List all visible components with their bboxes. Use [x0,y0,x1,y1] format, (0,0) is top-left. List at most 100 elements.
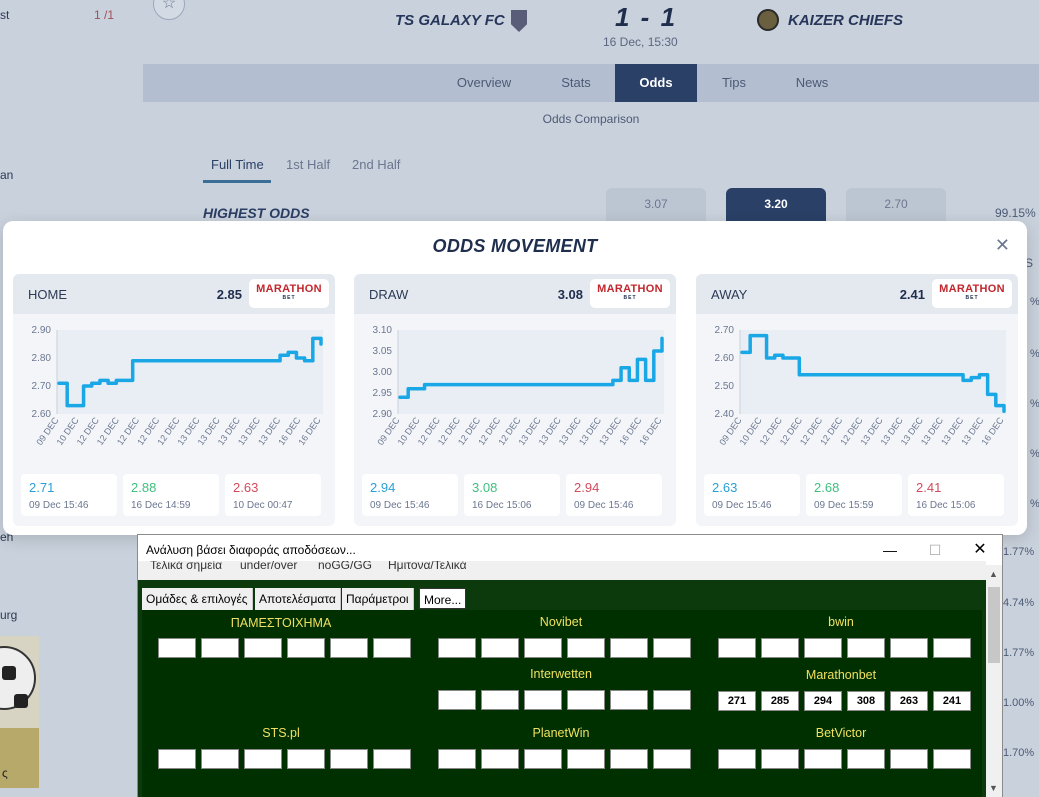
side-percent: 1.77% [1003,546,1035,558]
data-point [530,383,532,386]
odds-value-field[interactable] [330,638,368,658]
odds-value-field[interactable] [610,690,648,710]
window-titlebar[interactable]: Ανάλυση βάσει διαφοράς αποδόσεων... — ☐ … [138,535,1002,565]
odds-value-field[interactable] [158,638,196,658]
odds-value-field[interactable]: 294 [804,691,842,711]
odds-value-field[interactable]: 241 [933,691,971,711]
away-team-name[interactable]: KAIZER CHIEFS [788,12,904,29]
odds-value-field[interactable] [890,749,928,769]
odds-value-field[interactable] [761,749,799,769]
tab-stats[interactable]: Stats [561,75,591,90]
stat-date: 10 Dec 00:47 [233,500,293,511]
odds-value-field[interactable] [718,749,756,769]
odds-value-field[interactable] [438,690,476,710]
odds-value-field[interactable] [373,749,411,769]
odds-value-field[interactable] [244,749,282,769]
odds-value-field[interactable] [287,638,325,658]
tab-parameters[interactable]: Παράμετροι [342,588,414,610]
data-point [497,383,500,386]
tab-full-time[interactable]: Full Time [211,157,264,172]
stat-date: 09 Dec 15:46 [29,500,89,511]
scroll-up-icon[interactable]: ▲ [989,569,998,579]
odds-value-field[interactable] [761,638,799,658]
odds-value-field[interactable] [804,638,842,658]
side-percent: 1.70% [1003,747,1035,759]
odds-value-field[interactable] [158,749,196,769]
odds-value-field[interactable]: 271 [718,691,756,711]
odds-value-field[interactable] [481,638,519,658]
opening-odd-box: 2.71 09 Dec 15:46 [21,474,117,516]
odds-value-field[interactable] [567,638,605,658]
odds-value-field[interactable] [933,638,971,658]
odds-value-field[interactable] [330,749,368,769]
tab-first-half[interactable]: 1st Half [286,157,331,172]
odds-value-field[interactable] [567,749,605,769]
bookmaker-name: MARATHON [597,283,663,295]
data-point [295,357,298,359]
card-label: DRAW [369,287,409,302]
marathonbet-logo[interactable]: MARATHON BET [249,279,329,308]
highest-odd-draw[interactable]: 3.20 [726,188,826,222]
odds-value-field[interactable] [653,638,691,658]
odds-value-field[interactable] [933,749,971,769]
odds-value-field[interactable] [287,749,325,769]
tab-nogg-gg[interactable]: noGG/GG [318,561,373,572]
tab-overview[interactable]: Overview [456,75,512,90]
data-point [823,374,825,376]
tab-more[interactable]: More... [419,588,467,609]
marathonbet-logo[interactable]: MARATHON BET [590,279,670,308]
odds-value-field[interactable] [524,690,562,710]
tab-halftime-fulltime[interactable]: Ημιτονα/Τελικά [388,561,467,572]
odds-value-field[interactable] [567,690,605,710]
odds-value-field[interactable] [481,749,519,769]
odds-value-field[interactable] [201,638,239,658]
odds-value-field[interactable] [718,638,756,658]
close-icon[interactable]: ✕ [994,235,1010,255]
minimize-button[interactable]: — [883,542,897,558]
data-point [303,360,306,362]
scroll-down-icon[interactable]: ▼ [989,783,998,793]
tab-under-over[interactable]: under/over [240,561,298,572]
tab-results[interactable]: Αποτελέσματα [255,588,341,610]
odds-value-field[interactable] [438,638,476,658]
odds-value-field[interactable] [610,749,648,769]
tab-final-points[interactable]: Τελικά σημεία [150,561,223,572]
odds-value-field[interactable] [481,690,519,710]
vertical-scrollbar[interactable]: ▲ ▼ [986,565,1002,797]
odds-value-field[interactable]: 308 [847,691,885,711]
odds-value-field[interactable] [804,749,842,769]
odds-value-field[interactable] [524,749,562,769]
tab-teams-selections[interactable]: Ομάδες & επιλογές [142,588,253,610]
odds-value-field[interactable] [847,749,885,769]
odds-value-field[interactable] [244,638,282,658]
bookmaker-name: MARATHON [939,283,1005,295]
odds-value-field[interactable] [890,638,928,658]
card-header: DRAW 3.08 MARATHON BET [354,274,676,314]
odds-value-field[interactable]: 285 [761,691,799,711]
tab-second-half[interactable]: 2nd Half [352,157,401,172]
home-team-name[interactable]: TS GALAXY FC [395,12,505,29]
odds-value-field[interactable] [847,638,885,658]
odds-value-field[interactable] [373,638,411,658]
card-header: HOME 2.85 MARATHON BET [13,274,335,314]
highest-odd-home[interactable]: 3.07 [606,188,706,222]
window-close-button[interactable]: ✕ [973,541,987,558]
odds-value-field[interactable] [653,690,691,710]
odds-value-field[interactable] [438,749,476,769]
favorite-star-icon[interactable]: ☆ [153,0,185,20]
tab-tips[interactable]: Tips [721,75,747,90]
tab-news[interactable]: News [795,75,829,90]
odds-value-field[interactable]: 263 [890,691,928,711]
tab-odds[interactable]: Odds [615,64,697,102]
data-point [921,374,923,376]
odds-value-field[interactable] [610,638,648,658]
data-point [839,374,842,376]
y-tick-label: 3.10 [373,325,393,336]
odds-value-field[interactable] [201,749,239,769]
scroll-thumb[interactable] [988,587,1000,663]
odds-value-field[interactable] [653,749,691,769]
odds-value-field[interactable] [524,638,562,658]
maximize-button[interactable]: ☐ [928,542,942,558]
highest-odd-away[interactable]: 2.70 [846,188,946,222]
marathonbet-logo[interactable]: MARATHON BET [932,279,1012,308]
